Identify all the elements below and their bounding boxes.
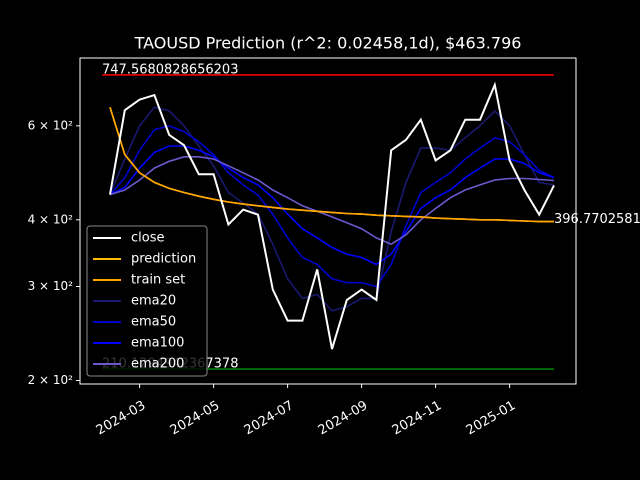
- x-tick-label: 2024-07: [242, 398, 297, 438]
- y-tick-label: 2 × 10²: [28, 373, 74, 387]
- legend-label: ema100: [131, 336, 184, 351]
- x-tick-label: 2025-01: [464, 398, 519, 438]
- legend: close prediction train set ema20 ema50 ema100…: [86, 225, 208, 377]
- legend-label: ema50: [131, 315, 176, 330]
- hline-label: 747.5680828656203: [102, 62, 238, 77]
- x-tick-label: 2024-11: [390, 398, 445, 438]
- series-line: [109, 107, 554, 223]
- x-tick-label: 2024-03: [94, 398, 149, 438]
- end-label: 396.77025810551: [554, 212, 640, 227]
- x-tick-label: 2024-05: [168, 398, 223, 438]
- plot-frame: [79, 57, 577, 385]
- legend-label: ema20: [131, 294, 176, 309]
- legend-label: prediction: [131, 252, 196, 267]
- y-tick-label: 4 × 10²: [28, 212, 74, 226]
- legend-box: [86, 225, 208, 377]
- series-line: [109, 81, 555, 350]
- series-line: [109, 124, 555, 288]
- y-tick-label: 6 × 10²: [28, 118, 74, 132]
- y-tick-label: 3 × 10²: [28, 279, 74, 293]
- x-tick-label: 2024-09: [316, 398, 371, 438]
- series-line: [109, 106, 555, 312]
- series-line: [109, 156, 555, 246]
- chart-title: TAOUSD Prediction (r^2: 0.02458,1d), $46…: [134, 34, 522, 53]
- legend-label: close: [131, 231, 164, 246]
- legend-label: ema200: [131, 357, 184, 372]
- legend-label: train set: [131, 273, 185, 288]
